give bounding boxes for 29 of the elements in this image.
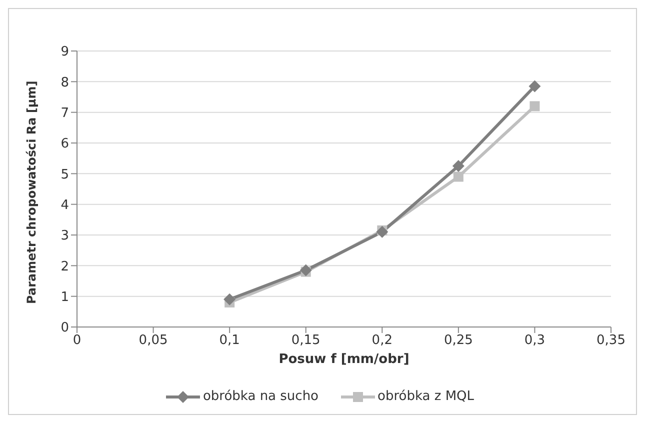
x-tick-label: 0,1 [219,333,240,348]
y-tick-label: 2 [60,259,69,274]
point [224,293,236,306]
point [528,80,541,92]
x-tick-label: 0,25 [444,333,473,348]
x-tick-label: 0 [72,333,82,348]
y-tick-label: 8 [60,75,69,90]
point [300,264,312,276]
point [452,160,464,172]
y-tick-label: 5 [60,167,69,182]
x-tick-label: 0,2 [372,333,392,348]
y-tick-label: 3 [60,228,69,244]
x-tick-label: 0,35 [596,333,626,348]
legend-label: obróbka na sucho [202,389,319,404]
point [453,172,464,182]
x-tick-label: 0,05 [138,333,168,348]
legend-label: obróbka z MQL [376,389,474,404]
y-tick-label: 7 [60,106,69,121]
y-axis-title: Parametr chropowatości Ra [µm] [24,80,38,304]
x-axis-title: Posuw f [mm/obr] [278,352,410,367]
y-tick-label: 0 [60,320,69,336]
y-tick-label: 6 [60,136,69,152]
y-tick-label: 1 [60,290,69,305]
point [376,226,388,238]
x-tick-label: 0,3 [524,333,546,348]
x-tick-label: 0,15 [291,333,320,348]
y-tick-label: 9 [60,44,69,60]
y-tick-label: 4 [60,198,69,213]
point [530,101,540,112]
